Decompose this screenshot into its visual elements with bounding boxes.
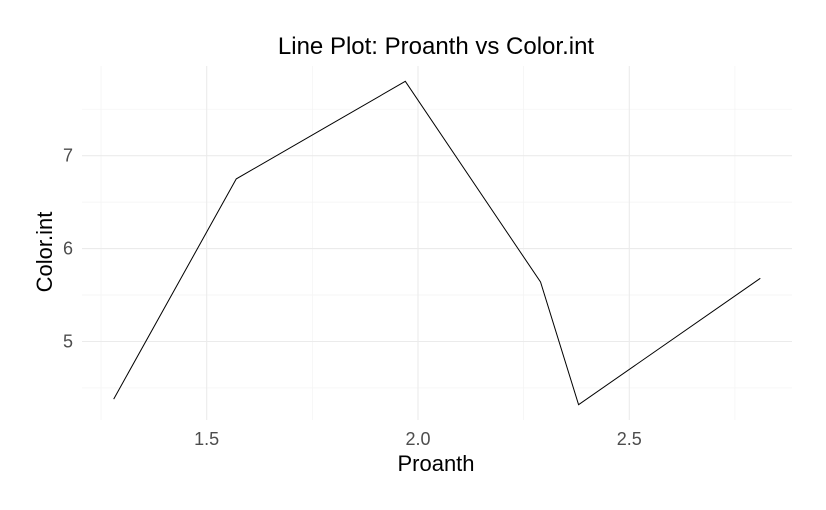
chart-title: Line Plot: Proanth vs Color.int	[278, 33, 595, 60]
grid	[82, 66, 792, 420]
y-tick-label: 5	[63, 331, 73, 351]
x-tick-label: 2.0	[405, 429, 430, 449]
x-tick-label: 2.5	[617, 429, 642, 449]
x-tick-label: 1.5	[194, 429, 219, 449]
series-line	[113, 80, 761, 406]
y-tick-label: 7	[63, 146, 73, 166]
y-tick-label: 6	[63, 239, 73, 259]
x-axis-title: Proanth	[397, 451, 474, 476]
tick-labels: 1.5 2.0 2.5 5 6 7	[63, 146, 642, 449]
series-layer	[113, 80, 761, 406]
y-axis-title: Color.int	[32, 212, 57, 293]
